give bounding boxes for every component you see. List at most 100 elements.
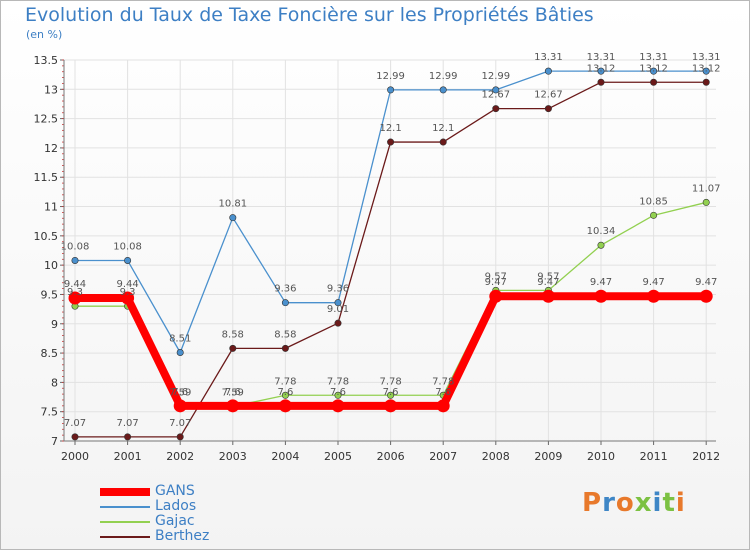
data-point-gans — [699, 289, 713, 303]
data-point-berthez — [281, 344, 289, 352]
data-label-lados: 13.31 — [587, 52, 616, 63]
chart-title: Evolution du Taux de Taxe Foncière sur l… — [25, 4, 594, 26]
data-label-berthez: 7.07 — [169, 418, 191, 429]
data-point-lados — [387, 86, 395, 94]
data-point-berthez — [702, 78, 710, 86]
x-tick-label: 2012 — [692, 450, 720, 463]
data-point-gans — [489, 289, 503, 303]
y-tick-label: 13.5 — [34, 54, 59, 67]
data-point-gajac — [281, 391, 289, 399]
data-label-gans: 9.47 — [590, 277, 612, 288]
logo-letter: o — [615, 488, 635, 518]
data-label-gajac: 9.3 — [120, 287, 136, 298]
data-label-lados: 10.08 — [113, 241, 142, 252]
data-point-lados — [124, 256, 132, 264]
data-label-berthez: 13.12 — [639, 63, 668, 74]
logo-letter: i — [652, 488, 663, 518]
y-tick-label: 10 — [44, 259, 58, 272]
y-tick-label: 12.5 — [34, 113, 59, 126]
data-label-gajac: 10.85 — [639, 196, 668, 207]
y-tick-label: 11.5 — [34, 171, 59, 184]
data-point-gans — [331, 399, 345, 413]
data-label-gans: 9.44 — [64, 279, 86, 290]
data-point-lados — [544, 67, 552, 75]
data-label-lados: 13.31 — [692, 52, 721, 63]
data-label-gans: 7.6 — [225, 387, 241, 398]
data-label-berthez: 8.58 — [274, 329, 296, 340]
data-point-berthez — [176, 433, 184, 441]
data-point-gans — [278, 399, 292, 413]
data-label-gajac: 11.07 — [692, 183, 721, 194]
data-point-gans — [384, 399, 398, 413]
y-tick-label: 7.5 — [41, 406, 59, 419]
x-tick-label: 2006 — [377, 450, 405, 463]
legend-swatch — [100, 506, 150, 508]
data-label-berthez: 12.67 — [481, 90, 510, 101]
data-point-lados — [281, 299, 289, 307]
data-label-gajac: 7.78 — [274, 376, 296, 387]
data-point-lados — [702, 67, 710, 75]
data-label-gans: 7.6 — [330, 387, 346, 398]
data-label-lados: 8.51 — [169, 333, 191, 344]
data-label-gans: 7.6 — [435, 387, 451, 398]
data-point-lados — [650, 67, 658, 75]
legend-label: Berthez — [155, 528, 210, 544]
data-point-gans — [121, 291, 135, 305]
data-label-berthez: 12.1 — [432, 123, 454, 134]
x-tick-label: 2010 — [587, 450, 615, 463]
data-point-berthez — [439, 138, 447, 146]
data-label-gans: 7.6 — [172, 387, 188, 398]
data-point-berthez — [597, 78, 605, 86]
x-tick-label: 2008 — [482, 450, 510, 463]
proxiti-logo: Proxiti — [582, 488, 686, 518]
y-tick-label: 9.5 — [41, 288, 59, 301]
data-label-gajac: 7.59 — [222, 387, 244, 398]
y-tick-label: 10.5 — [34, 230, 59, 243]
data-point-berthez — [124, 433, 132, 441]
data-label-lados: 10.08 — [61, 241, 90, 252]
data-point-lados — [597, 67, 605, 75]
data-point-gajac — [334, 391, 342, 399]
data-point-gans — [594, 289, 608, 303]
x-tick-label: 2011 — [640, 450, 668, 463]
x-tick-label: 2003 — [219, 450, 247, 463]
data-point-gans — [173, 399, 187, 413]
data-point-lados — [492, 86, 500, 94]
data-label-berthez: 13.12 — [587, 63, 616, 74]
data-label-gajac: 10.34 — [587, 226, 616, 237]
data-point-gans — [68, 291, 82, 305]
y-tick-label: 8.5 — [41, 347, 59, 360]
data-point-gajac — [702, 198, 710, 206]
x-tick-label: 2004 — [271, 450, 299, 463]
data-point-lados — [229, 214, 237, 222]
data-label-lados: 12.99 — [481, 71, 510, 82]
x-tick-label: 2005 — [324, 450, 352, 463]
x-tick-label: 2001 — [114, 450, 142, 463]
legend-label: Gajac — [155, 513, 195, 529]
data-label-gajac: 9.57 — [485, 271, 507, 282]
data-label-gans: 7.6 — [383, 387, 399, 398]
data-label-lados: 9.36 — [327, 284, 349, 295]
y-tick-label: 11 — [44, 201, 58, 214]
y-tick-label: 8 — [51, 376, 58, 389]
data-label-berthez: 8.58 — [222, 329, 244, 340]
data-point-gans — [541, 289, 555, 303]
x-tick-label: 2009 — [534, 450, 562, 463]
data-point-berthez — [650, 78, 658, 86]
logo-letter: x — [634, 488, 653, 518]
legend-swatch — [100, 488, 150, 496]
data-label-berthez: 13.12 — [692, 63, 721, 74]
data-label-gans: 9.47 — [485, 277, 507, 288]
data-point-berthez — [492, 105, 500, 113]
data-point-lados — [439, 86, 447, 94]
data-label-berthez: 9.01 — [327, 304, 349, 315]
data-point-lados — [71, 256, 79, 264]
data-labels: 7.07 7.07 7.07 8.58 8.58 9.01 12.1 12.1 12.67 12.… — [61, 52, 721, 429]
data-point-gajac — [650, 211, 658, 219]
data-label-lados: 13.31 — [639, 52, 668, 63]
legend-label: GANS — [155, 483, 195, 499]
data-label-lados: 12.99 — [429, 71, 458, 82]
data-label-berthez: 12.67 — [534, 90, 563, 101]
data-point-lados — [334, 299, 342, 307]
